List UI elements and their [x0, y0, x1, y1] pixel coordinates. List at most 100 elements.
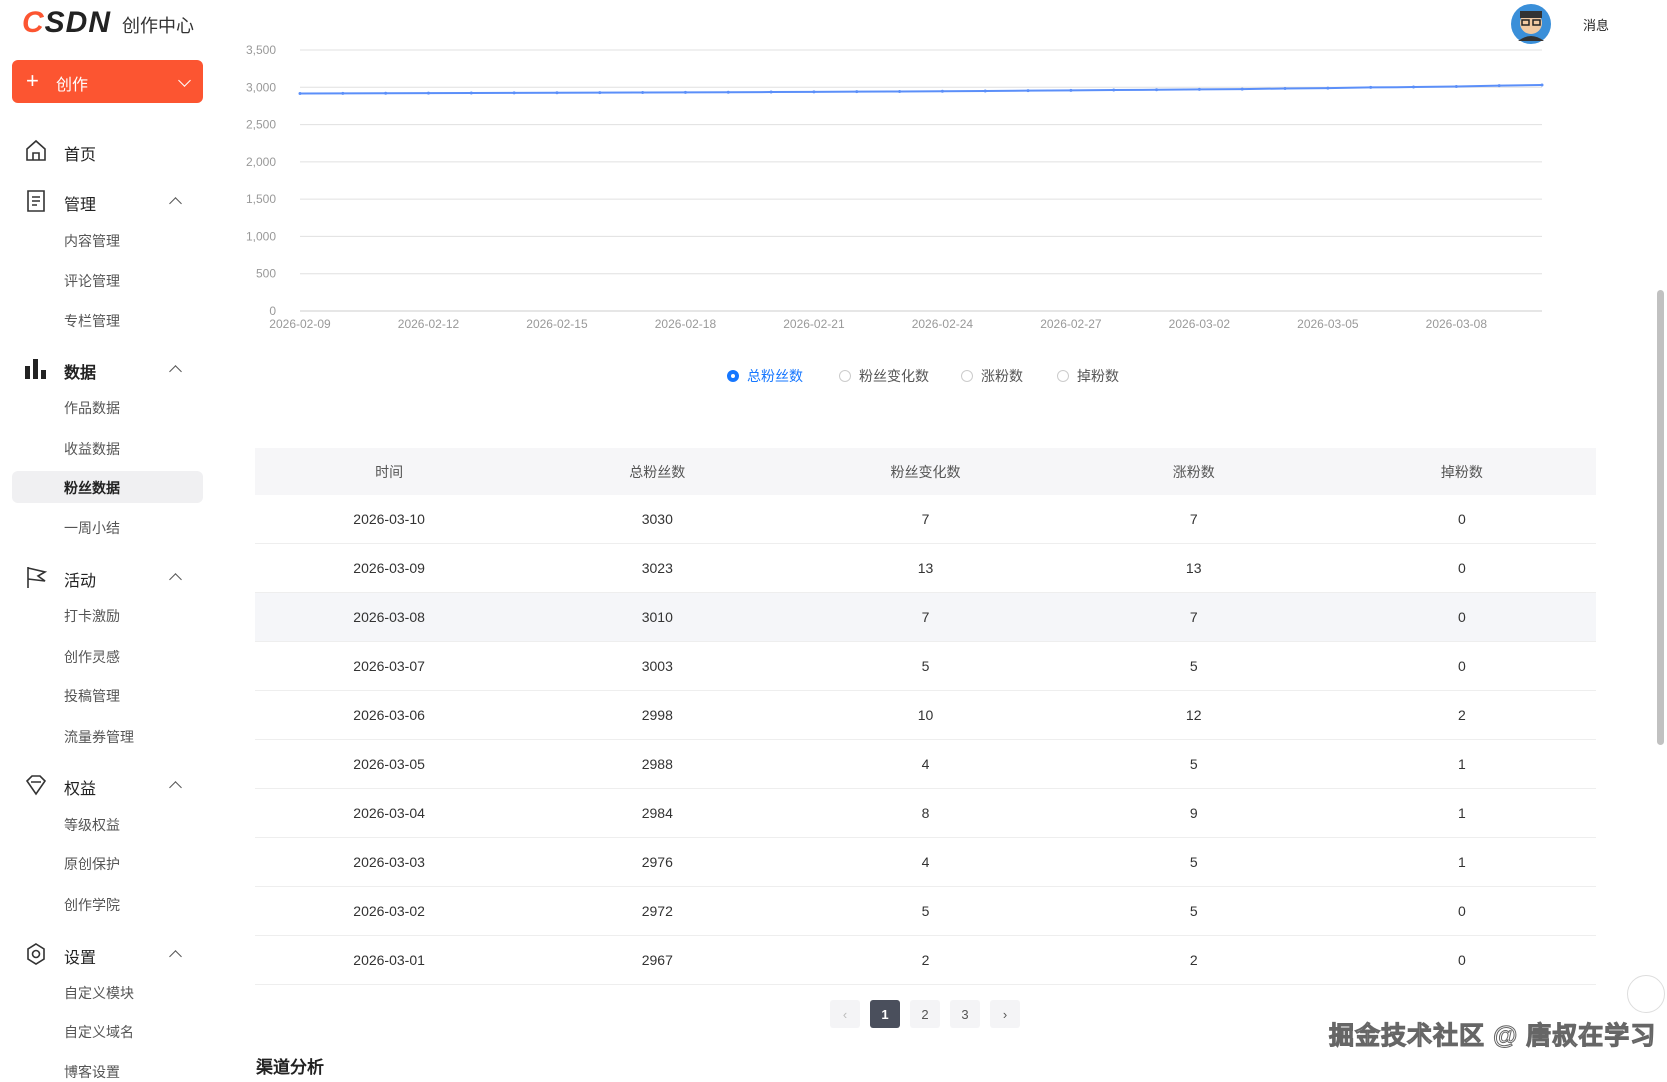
metric-radio[interactable]: 涨粉数	[961, 366, 1023, 386]
table-cell: 2976	[641, 854, 673, 870]
metric-radio[interactable]: 掉粉数	[1057, 366, 1119, 386]
fans-table: 时间 总粉丝数 粉丝变化数 涨粉数 掉粉数 2026-03-10 3030 7 7 0 2026-0…	[255, 448, 1596, 985]
x-tick-label: 2026-02-15	[526, 317, 588, 331]
collapse-chevron[interactable]	[169, 197, 182, 210]
table-cell: 2026-03-04	[353, 805, 425, 821]
menu-item[interactable]: 博客设置	[64, 1064, 120, 1080]
point	[1283, 86, 1287, 90]
table-row: 2026-03-10 3030 7 7 0	[255, 495, 1596, 544]
table-row: 2026-03-07 3003 5 5 0	[255, 642, 1596, 691]
table-cell: 7	[921, 609, 930, 625]
table-cell: 10	[917, 707, 934, 723]
y-tick-label: 1,500	[246, 192, 276, 206]
menu-item[interactable]: 专栏管理	[64, 313, 120, 329]
page-button[interactable]: 3	[950, 1000, 980, 1028]
table-cell: 2026-03-09	[353, 560, 425, 576]
menu-group-title[interactable]: 数据	[64, 365, 97, 382]
menu-icon	[27, 190, 45, 212]
logo[interactable]: CSDN	[22, 6, 112, 39]
point	[1540, 83, 1544, 87]
messages-link[interactable]: 消息	[1583, 18, 1610, 33]
menu-item[interactable]: 一周小结	[64, 520, 120, 536]
point	[898, 89, 902, 93]
point	[426, 91, 430, 95]
menu-group-title[interactable]: 首页	[64, 147, 97, 164]
table-cell: 5	[1189, 756, 1198, 772]
table-cell: 5	[1189, 903, 1198, 919]
menu-item[interactable]: 创作学院	[64, 897, 120, 913]
point	[1497, 84, 1501, 88]
table-cell: 2	[1458, 707, 1466, 723]
table-cell: 2	[921, 952, 930, 968]
menu-group-title[interactable]: 活动	[64, 573, 97, 590]
x-tick-label: 2026-03-05	[1297, 317, 1359, 331]
point	[512, 91, 516, 95]
menu-group-title[interactable]: 管理	[64, 197, 97, 214]
feedback-button[interactable]	[1627, 975, 1665, 1013]
page-button[interactable]: 1	[870, 1000, 900, 1028]
table-cell: 2972	[641, 903, 673, 919]
line-chart: 0 500 1,000 1,500 2,000 2,500 3,000 3,500 2026-0…	[246, 43, 1544, 331]
radio-label: 粉丝变化数	[859, 368, 929, 384]
table-cell: 3030	[641, 511, 673, 527]
table-cell: 7	[921, 511, 930, 527]
menu-group-title[interactable]: 权益	[64, 781, 97, 798]
metric-radio[interactable]: 总粉丝数	[727, 366, 803, 386]
page-button[interactable]: 2	[910, 1000, 940, 1028]
prev-page[interactable]: ‹	[830, 1000, 860, 1028]
table-cell: 4	[921, 756, 930, 772]
y-tick-label: 2,500	[246, 118, 276, 132]
menu-item[interactable]: 流量券管理	[64, 729, 134, 745]
menu-item[interactable]: 原创保护	[64, 856, 120, 872]
menu-item[interactable]: 作品数据	[64, 400, 120, 416]
create-button[interactable]: + 创作	[12, 60, 203, 103]
scrollbar[interactable]	[1657, 290, 1664, 745]
y-tick-label: 500	[256, 267, 276, 281]
table-cell: 0	[1458, 903, 1466, 919]
point	[341, 91, 345, 95]
menu-group-title[interactable]: 设置	[64, 950, 97, 967]
collapse-chevron[interactable]	[169, 781, 182, 794]
radio-label: 涨粉数	[981, 368, 1023, 384]
metric-radio[interactable]: 粉丝变化数	[839, 366, 929, 386]
radio-label: 掉粉数	[1077, 368, 1119, 384]
menu-item[interactable]: 打卡激励	[64, 608, 120, 624]
point	[298, 92, 302, 96]
x-tick-label: 2026-03-02	[1169, 317, 1231, 331]
x-tick-label: 2026-02-12	[398, 317, 460, 331]
point	[1112, 88, 1116, 92]
table-cell: 0	[1458, 560, 1466, 576]
radio-dot	[961, 370, 973, 382]
menu-item[interactable]: 自定义模块	[64, 985, 134, 1001]
table-cell: 0	[1458, 952, 1466, 968]
point	[769, 90, 773, 94]
point	[384, 91, 388, 95]
table-cell: 2998	[641, 707, 673, 723]
menu-item[interactable]: 等级权益	[64, 817, 120, 833]
menu-item[interactable]: 收益数据	[64, 441, 120, 457]
menu-item[interactable]: 创作灵感	[64, 649, 120, 665]
header-cell: 粉丝变化数	[890, 463, 961, 480]
table-cell: 4	[921, 854, 930, 870]
point	[1026, 89, 1030, 93]
active-highlight	[12, 471, 203, 503]
table-cell: 2026-03-07	[353, 658, 425, 674]
table-cell: 2	[1189, 952, 1198, 968]
menu-item[interactable]: 自定义域名	[64, 1024, 134, 1040]
table-cell: 2026-03-01	[353, 952, 425, 968]
menu-item[interactable]: 评论管理	[64, 273, 120, 289]
collapse-chevron[interactable]	[169, 365, 182, 378]
table-cell: 2026-03-02	[353, 903, 425, 919]
table-cell: 13	[1185, 560, 1202, 576]
collapse-chevron[interactable]	[169, 573, 182, 586]
menu-item[interactable]: 粉丝数据	[64, 480, 120, 496]
menu-item[interactable]: 内容管理	[64, 233, 120, 249]
menu-item[interactable]: 投稿管理	[64, 688, 120, 704]
next-page[interactable]: ›	[990, 1000, 1020, 1028]
radio-dot	[839, 370, 851, 382]
avatar[interactable]	[1510, 3, 1552, 45]
collapse-chevron[interactable]	[169, 950, 182, 963]
table-cell: 1	[1458, 854, 1466, 870]
